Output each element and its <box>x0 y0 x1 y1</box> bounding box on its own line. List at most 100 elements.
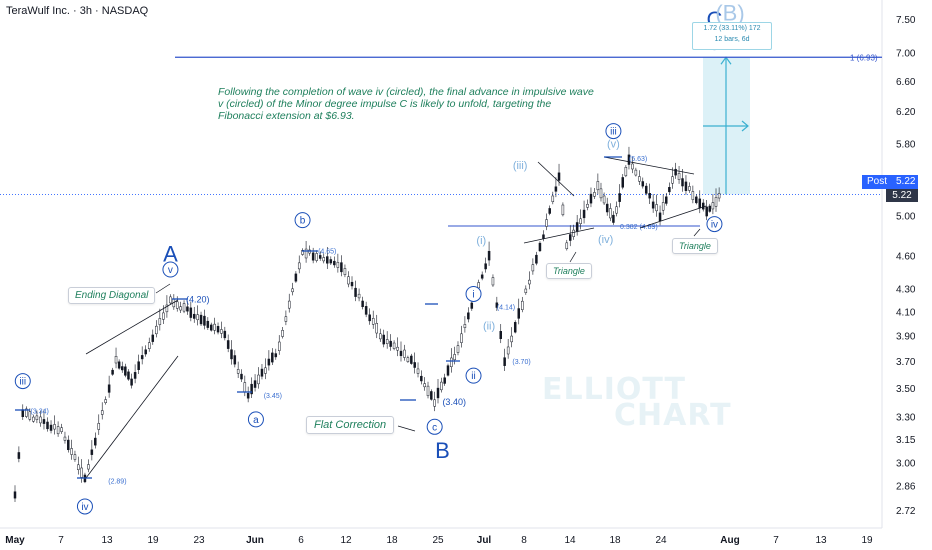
candle-body-162 <box>572 229 575 237</box>
candle-body-47 <box>175 301 179 309</box>
candle-body-196 <box>684 181 688 191</box>
x-tick-label-8: 18 <box>386 535 398 546</box>
candle-body-21 <box>87 464 90 470</box>
x-tick-label-11: 8 <box>521 535 527 546</box>
wave-label-4: a <box>253 415 259 426</box>
candle-body-79 <box>284 316 288 322</box>
candle-body-72 <box>260 368 264 377</box>
triangle1-upper-line <box>537 161 575 197</box>
target-measure-line2: 12 bars, 6d <box>714 36 750 43</box>
wave-label-circle-5 <box>294 212 311 229</box>
candle-body-96 <box>343 268 347 275</box>
candle-body-103 <box>368 314 371 322</box>
symbol-header: TeraWulf Inc. · 3h · NASDAQ <box>6 5 149 17</box>
candle-body-201 <box>701 202 705 210</box>
wave-label-19: (v) <box>607 138 620 150</box>
candle-body-74 <box>267 358 271 366</box>
candle-body-178 <box>624 167 628 177</box>
candle-body-197 <box>688 186 691 191</box>
candle-body-101 <box>361 300 364 308</box>
flat-correction-pointer <box>397 425 416 432</box>
candle-body-102 <box>364 306 368 315</box>
candle-body-8 <box>42 419 46 424</box>
candle-body-69 <box>250 383 253 395</box>
candle-body-93 <box>333 260 336 266</box>
candle-body-31 <box>121 366 124 371</box>
candle-body-22 <box>90 449 94 455</box>
candle-body-37 <box>140 355 144 360</box>
ending-diagonal-callout[interactable]: Ending Diagonal <box>68 287 156 304</box>
candle-body-34 <box>130 378 133 386</box>
candle-body-88 <box>315 253 318 261</box>
x-tick-label-14: 24 <box>655 535 667 546</box>
price-note-6: (4.14) <box>497 305 515 312</box>
triangle-callout-1[interactable]: Triangle <box>546 263 592 279</box>
y-tick-label-15: 3.00 <box>896 459 916 470</box>
flat-correction-callout[interactable]: Flat Correction <box>306 416 395 434</box>
candle-body-200 <box>698 198 702 209</box>
price-note-3: (3.45) <box>264 393 282 400</box>
y-tick-label-14: 3.15 <box>896 435 916 446</box>
candle-body-10 <box>49 424 53 431</box>
candle-body-145 <box>513 322 517 333</box>
target-measure-line1: 1.72 (33.11%) 172 <box>703 25 761 32</box>
candle-body-131 <box>463 324 467 328</box>
candle-body-44 <box>165 304 169 313</box>
candle-body-52 <box>192 313 196 319</box>
candle-body-188 <box>658 212 662 222</box>
candle-body-78 <box>281 330 284 337</box>
wave-label-9: ii <box>471 371 475 382</box>
target-measure-box[interactable]: 1.72 (33.11%) 172 12 bars, 6d <box>692 22 772 50</box>
candle-body-167 <box>589 193 593 204</box>
candle-body-116 <box>413 362 416 368</box>
candle-body-1 <box>17 452 21 459</box>
candle-body-99 <box>354 287 357 297</box>
y-tick-label-4: 5.80 <box>896 139 916 150</box>
candle-body-39 <box>147 342 151 349</box>
y-tick-label-8: 4.30 <box>896 284 916 295</box>
x-tick-label-15: Aug <box>720 535 739 546</box>
candle-body-82 <box>294 273 298 282</box>
candle-body-117 <box>416 368 420 374</box>
candle-body-7 <box>39 416 42 424</box>
candle-body-67 <box>243 382 247 393</box>
candle-body-161 <box>568 234 572 241</box>
candle-body-203 <box>708 205 712 212</box>
candle-body-98 <box>350 281 354 287</box>
candle-body-159 <box>561 204 565 216</box>
diagonal-upper-line <box>85 299 179 355</box>
candle-body-163 <box>575 222 579 232</box>
candle-body-122 <box>433 399 436 407</box>
candle-body-180 <box>631 163 634 170</box>
wave-label-circle-8 <box>465 285 482 302</box>
triangle-callout-2[interactable]: Triangle <box>672 238 718 254</box>
wave-label-circle-11 <box>706 216 723 233</box>
wave-label-circle-10 <box>605 123 622 140</box>
candle-body-142 <box>503 357 506 366</box>
wave-label-1: iv <box>81 502 88 513</box>
candle-body-127 <box>450 357 453 368</box>
candle-body-19 <box>80 467 83 478</box>
candle-body-83 <box>297 262 301 270</box>
candle-body-100 <box>357 293 361 299</box>
wave-label-circle-9 <box>465 367 482 384</box>
candle-body-109 <box>389 340 392 347</box>
price-note-2: (4.20) <box>186 295 210 305</box>
candle-body-182 <box>638 176 641 182</box>
price-note-0: (3.34) <box>31 409 49 416</box>
candle-body-151 <box>535 254 538 264</box>
candle-body-36 <box>137 361 140 370</box>
candle-body-60 <box>220 329 223 334</box>
wave-label-2: v <box>168 265 173 276</box>
candle-body-27 <box>107 384 111 393</box>
candle-body-14 <box>63 436 67 441</box>
candle-body-147 <box>521 300 524 310</box>
candle-body-17 <box>73 454 77 460</box>
candle-body-15 <box>67 439 70 451</box>
post-label: Post <box>867 176 888 187</box>
candle-body-112 <box>399 350 403 357</box>
candle-body-166 <box>586 203 589 208</box>
triangle1-lower-line <box>523 227 595 244</box>
candle-body-63 <box>230 349 233 360</box>
